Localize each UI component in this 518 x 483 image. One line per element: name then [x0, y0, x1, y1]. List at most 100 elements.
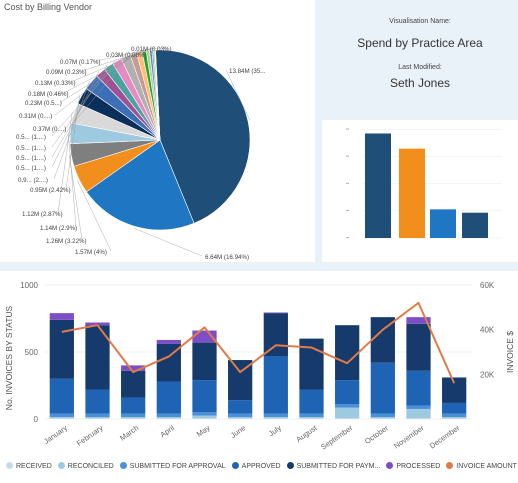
bar-segment[interactable]: [228, 418, 253, 419]
bar-segment[interactable]: [370, 362, 395, 414]
bar-segment[interactable]: [299, 389, 324, 414]
bar-segment[interactable]: [263, 356, 288, 414]
bar-segment[interactable]: [121, 413, 146, 417]
pie-data-label: 0.03M (0.08%): [106, 52, 147, 59]
bar-segment[interactable]: [49, 378, 74, 414]
pie-slice[interactable]: [86, 139, 195, 231]
pie-data-label: 0.5... (1....): [16, 165, 46, 172]
bar-segment[interactable]: [49, 313, 74, 320]
pie-leader-line: [51, 64, 108, 158]
bar-segment[interactable]: [85, 413, 110, 417]
mini-bar[interactable]: [365, 133, 391, 238]
bar-segment[interactable]: [85, 389, 110, 414]
bar-segment[interactable]: [335, 407, 360, 419]
mini-bar[interactable]: [462, 212, 488, 238]
bar-segment[interactable]: [406, 408, 431, 419]
legend-item[interactable]: INVOICE AMOUNT: [446, 462, 517, 470]
pie-leader-line: [81, 48, 153, 72]
legend-item[interactable]: RECEIVED: [6, 462, 52, 470]
bar-segment[interactable]: [406, 317, 431, 324]
bar-segment[interactable]: [85, 322, 110, 326]
invoice-status-chart-panel[interactable]: 0 500 1000 20K 40K 60K No. INVOICES BY STATUS I…: [0, 270, 518, 483]
bar-segment[interactable]: [156, 381, 181, 414]
bar-segment[interactable]: [121, 370, 146, 398]
bar-segment[interactable]: [192, 412, 217, 416]
pie-data-label: 6.64M (16.94%): [205, 254, 249, 261]
bar-segment[interactable]: [406, 323, 431, 371]
bar-segment[interactable]: [192, 342, 217, 381]
bar-segment[interactable]: [299, 413, 324, 417]
legend-item[interactable]: SUBMITTED FOR APPROVAL: [119, 462, 226, 470]
mini-bar-chart-panel[interactable]: [322, 120, 518, 262]
bar-segment[interactable]: [228, 416, 253, 419]
legend-label: RECONCILED: [67, 463, 114, 470]
pie-data-label: 0.9... (2....): [18, 177, 48, 184]
bar-segment[interactable]: [263, 313, 288, 357]
pie-chart-title: Cost by Billing Vendor: [4, 2, 93, 12]
bar-segment[interactable]: [192, 380, 217, 413]
invoice-amount-line[interactable]: [61, 301, 456, 384]
bar-segment[interactable]: [370, 418, 395, 419]
bar-segment[interactable]: [263, 413, 288, 417]
pie-data-label: 0.01M (0.03%): [131, 46, 172, 53]
pie-leader-line: [225, 69, 250, 121]
bar-segment[interactable]: [121, 397, 146, 414]
bar-segment[interactable]: [49, 319, 74, 379]
bar-segment[interactable]: [156, 339, 181, 344]
bar-segment[interactable]: [85, 416, 110, 419]
pie-slice[interactable]: [155, 49, 161, 141]
pie-chart-panel[interactable]: Cost by Billing Vendor 13.84M (35... 6.64…: [0, 0, 315, 262]
legend-item[interactable]: PROCESSED: [386, 462, 440, 470]
last-modified-user: Seth Jones: [389, 76, 451, 90]
bar-segment[interactable]: [192, 415, 217, 419]
mini-bar-chart[interactable]: [322, 120, 518, 262]
legend-item[interactable]: APPROVED: [231, 462, 281, 470]
bar-segment[interactable]: [121, 418, 146, 419]
bar-segment[interactable]: [228, 400, 253, 414]
bar-segment[interactable]: [49, 416, 74, 419]
x-tick-label: October: [363, 423, 390, 446]
mini-bar[interactable]: [399, 148, 425, 238]
pie-leader-line: [141, 47, 156, 55]
bar-segment[interactable]: [263, 418, 288, 419]
legend-item[interactable]: RECONCILED: [57, 462, 114, 470]
bar-segment[interactable]: [442, 418, 467, 419]
bar-segment[interactable]: [406, 405, 431, 409]
pie-leader-line: [68, 133, 77, 228]
bar-segment[interactable]: [156, 416, 181, 419]
bar-segment[interactable]: [442, 416, 467, 419]
bar-segment[interactable]: [299, 418, 324, 419]
legend-label: PROCESSED: [396, 463, 441, 470]
bar-segment[interactable]: [263, 312, 288, 314]
x-tick-label: June: [229, 423, 247, 440]
y2-tick-label: 20K: [480, 370, 495, 379]
bar-segment[interactable]: [299, 416, 324, 419]
legend-label: INVOICE AMOUNT: [456, 463, 517, 470]
bar-segment[interactable]: [49, 418, 74, 419]
bar-segment[interactable]: [335, 380, 360, 405]
bar-segment[interactable]: [228, 413, 253, 417]
bar-segment[interactable]: [85, 418, 110, 419]
bar-segment[interactable]: [406, 418, 431, 419]
pie-chart[interactable]: 13.84M (35... 6.64M (16.94%) 1.57M (4%) 1.2…: [0, 0, 315, 262]
mini-bar[interactable]: [430, 209, 456, 238]
bar-segment[interactable]: [442, 402, 467, 414]
invoice-status-chart[interactable]: 0 500 1000 20K 40K 60K No. INVOICES BY STATUS I…: [0, 271, 518, 463]
bar-segment[interactable]: [406, 370, 431, 406]
bar-segment[interactable]: [121, 416, 146, 419]
bar-segment[interactable]: [121, 365, 146, 371]
bar-segment[interactable]: [49, 413, 74, 417]
pie-data-label: 0.5... (1....): [16, 155, 46, 162]
bar-segment[interactable]: [335, 325, 360, 381]
bar-segment[interactable]: [335, 404, 360, 408]
pie-slice[interactable]: [155, 49, 251, 224]
bar-segment[interactable]: [335, 418, 360, 419]
bar-segment[interactable]: [263, 416, 288, 419]
bar-segment[interactable]: [442, 413, 467, 417]
bar-segment[interactable]: [192, 418, 217, 419]
bar-segment[interactable]: [156, 418, 181, 419]
legend-item[interactable]: SUBMITTED FOR PAYM...: [286, 462, 380, 470]
bar-segment[interactable]: [156, 413, 181, 417]
bar-segment[interactable]: [370, 416, 395, 419]
bar-segment[interactable]: [370, 413, 395, 417]
